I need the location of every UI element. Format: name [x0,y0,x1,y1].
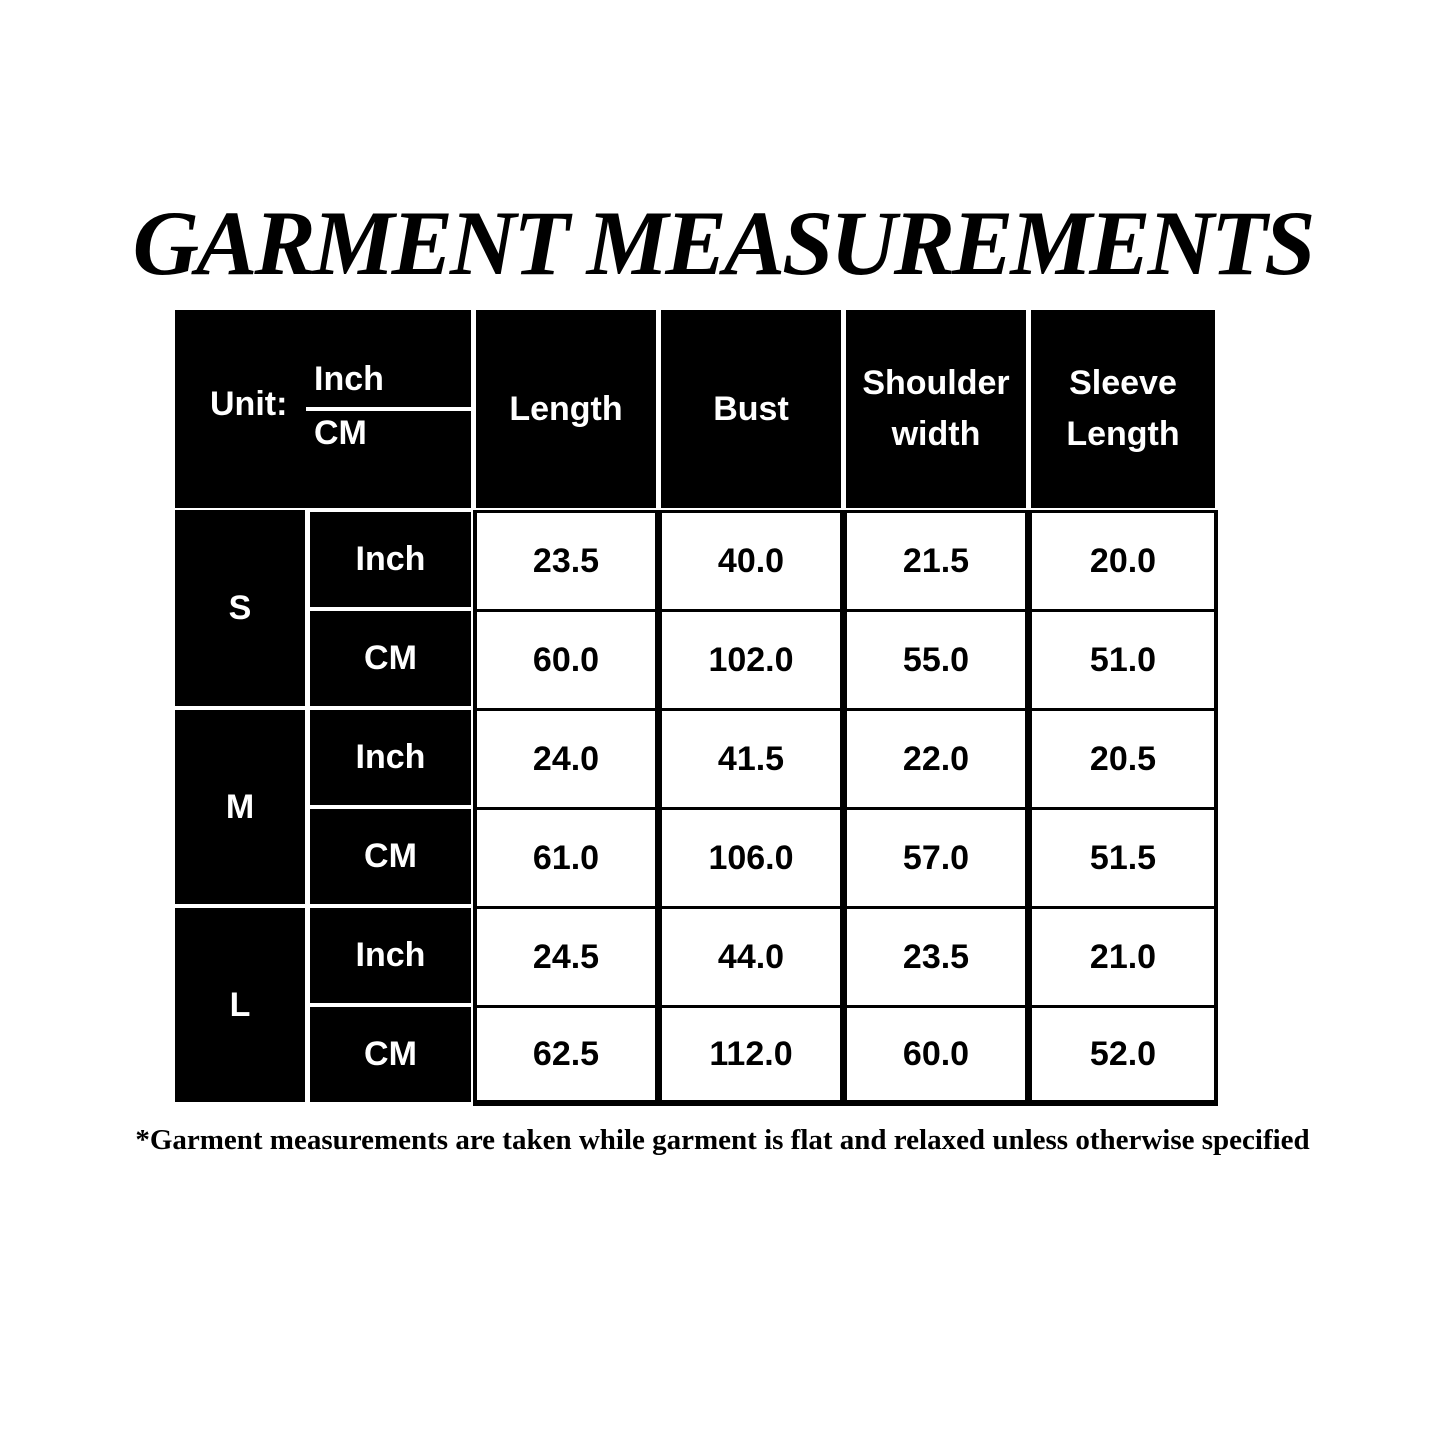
value-cell: 21.0 [1032,909,1214,1005]
value-cell: 112.0 [662,1008,840,1100]
value-cell: 106.0 [662,810,840,906]
unit-cell: Inch [310,710,471,805]
value-cell: 20.5 [1032,711,1214,807]
value-cell: 41.5 [662,711,840,807]
value-cell: 51.0 [1032,612,1214,708]
grid-background [473,510,1218,1106]
size-cell: M [175,710,305,904]
unit-cell: Inch [310,512,471,607]
column-header: Bust [661,310,841,508]
value-cell: 102.0 [662,612,840,708]
value-cell: 57.0 [847,810,1025,906]
value-cell: 23.5 [477,513,655,609]
unit-cell: CM [310,809,471,904]
unit-label: Unit: [210,385,288,423]
unit-cell: CM [310,611,471,706]
value-cell: 23.5 [847,909,1025,1005]
value-cell: 60.0 [477,612,655,708]
value-cell: 61.0 [477,810,655,906]
value-cell: 40.0 [662,513,840,609]
unit-cell: Inch [310,908,471,1003]
value-cell: 44.0 [662,909,840,1005]
column-header: Shoulder width [846,310,1026,508]
unit-cell: CM [310,1007,471,1102]
size-cell: L [175,908,305,1102]
size-cell: S [175,510,305,706]
value-cell: 62.5 [477,1008,655,1100]
unit-divider [306,407,471,411]
value-cell: 24.0 [477,711,655,807]
value-cell: 21.5 [847,513,1025,609]
unit-bottom: CM [314,414,367,452]
value-cell: 20.0 [1032,513,1214,609]
value-cell: 60.0 [847,1008,1025,1100]
title: GARMENT MEASUREMENTS [132,192,1316,294]
value-cell: 51.5 [1032,810,1214,906]
value-cell: 22.0 [847,711,1025,807]
value-cell: 24.5 [477,909,655,1005]
column-header: Sleeve Length [1031,310,1215,508]
unit-top: Inch [314,360,384,398]
footnote: *Garment measurements are taken while ga… [135,1124,1310,1156]
column-header: Length [476,310,656,508]
value-cell: 55.0 [847,612,1025,708]
value-cell: 52.0 [1032,1008,1214,1100]
